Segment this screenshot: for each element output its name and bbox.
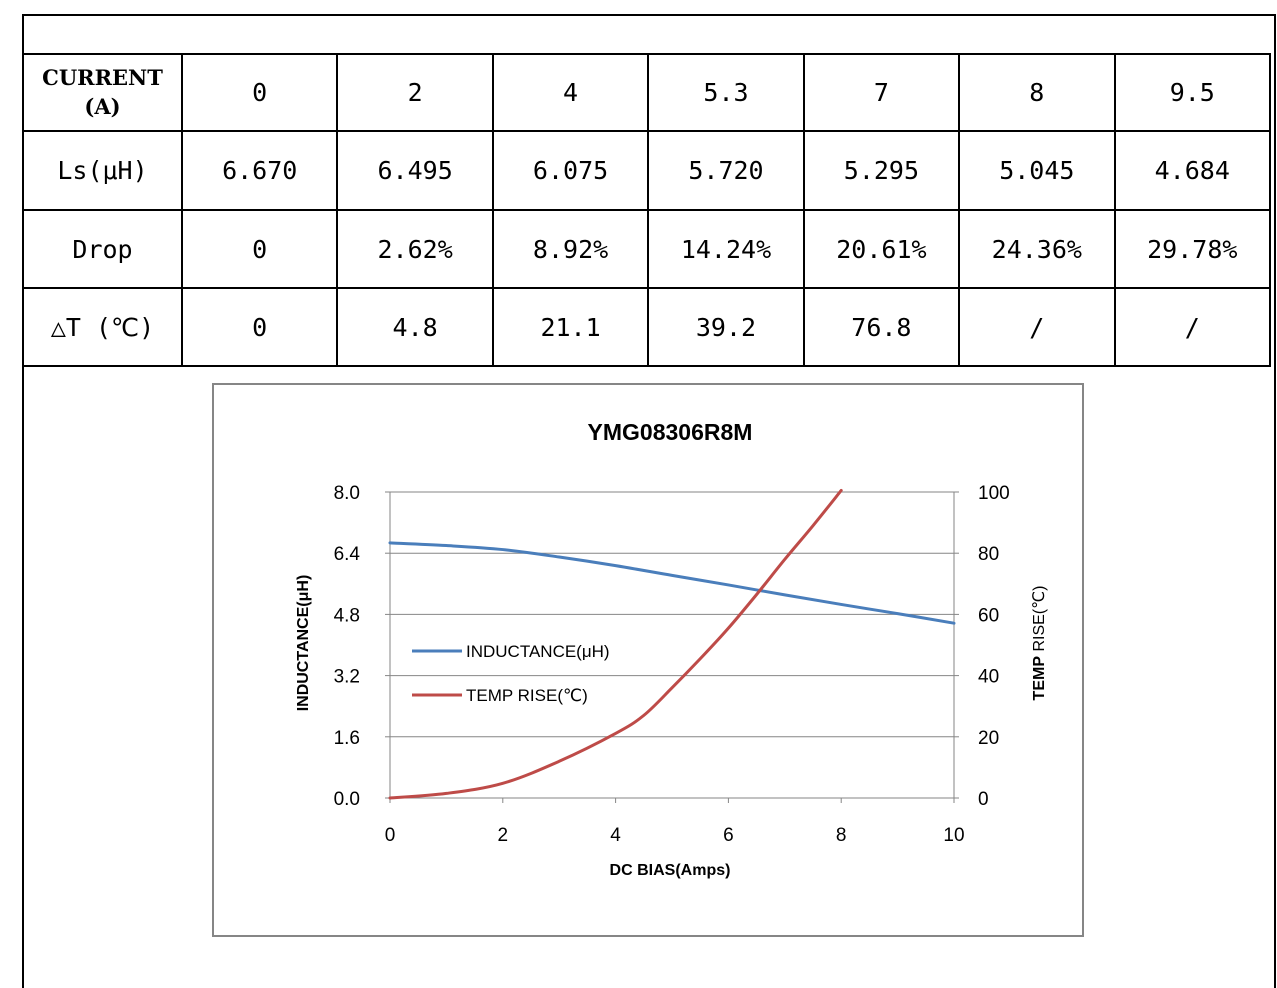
y-tick-label: 1.6 — [334, 728, 360, 749]
table-row: Drop 0 2.62% 8.92% 14.24% 20.61% 24.36% 29.78% — [22, 209, 1272, 289]
chart-svg: YMG08306R8M 0.01.63.24.86.48.00204060801… — [295, 419, 1048, 879]
x-tick-label: 0 — [385, 825, 396, 846]
x-tick-label: 2 — [498, 825, 509, 846]
table-cell: 9.5 — [1113, 53, 1272, 132]
row-label: CURRENT (A) — [22, 53, 183, 132]
legend-label: INDUCTANCE(μH) — [466, 642, 610, 661]
y-axis-label: INDUCTANCE(μH) — [295, 575, 312, 712]
x-tick-label: 6 — [723, 825, 734, 846]
x-tick-label: 8 — [836, 825, 847, 846]
table-cell: 76.8 — [802, 287, 961, 367]
table-cell: 8 — [958, 53, 1116, 132]
row-label: Ls(μH) — [22, 130, 183, 211]
y-tick-label: 3.2 — [334, 667, 360, 688]
table-cell: 0 — [180, 53, 339, 132]
table-cell: 0 — [180, 287, 339, 367]
table-cell: 5.295 — [802, 130, 961, 211]
y2-tick-label: 80 — [978, 544, 999, 565]
table-cell: 5.3 — [647, 53, 805, 132]
table-cell: 39.2 — [647, 287, 805, 367]
table-cell: 5.045 — [958, 130, 1116, 211]
table-cell: 6.495 — [336, 130, 494, 211]
chart-title: YMG08306R8M — [588, 419, 753, 445]
temp-rise-series-line — [388, 488, 843, 800]
y2-tick-label: 20 — [978, 728, 999, 749]
data-table: CURRENT (A) 0 2 4 5.3 7 8 9.5 Ls(μH) 6.670 6.495 6.… — [22, 53, 1272, 367]
y2-axis-label: TEMP RISE(℃) — [1031, 586, 1048, 701]
row-label: △T (℃) — [22, 287, 183, 367]
table-cell: 14.24% — [647, 209, 805, 289]
table-cell: 21.1 — [491, 287, 650, 367]
legend-label: TEMP RISE(℃) — [466, 686, 588, 705]
y-tick-label: 4.8 — [334, 605, 360, 626]
table-cell: 29.78% — [1113, 209, 1272, 289]
y2-tick-label: 60 — [978, 605, 999, 626]
table-cell: 4.8 — [336, 287, 494, 367]
table-row: △T (℃) 0 4.8 21.1 39.2 76.8// — [22, 287, 1272, 367]
table-cell: 6.670 — [180, 130, 339, 211]
table-cell: 5.720 — [647, 130, 805, 211]
y-tick-label: 0.0 — [334, 789, 360, 810]
table-row: CURRENT (A) 0 2 4 5.3 7 8 9.5 — [22, 53, 1272, 132]
table-cell: 4 — [491, 53, 650, 132]
chart-area: YMG08306R8M 0.0 1.6 3.2 4.8 6.4 8.0 0 20 40 60 80 1… — [212, 383, 1084, 937]
x-tick-label: 4 — [610, 825, 621, 846]
table-cell: 8.92% — [491, 209, 650, 289]
table-cell: 2.62% — [336, 209, 494, 289]
y-tick-label: 8.0 — [334, 483, 360, 504]
y-tick-label: 6.4 — [334, 544, 361, 565]
y2-tick-label: 100 — [978, 483, 1010, 504]
x-tick-label: 10 — [943, 825, 964, 846]
table-cell: 7 — [802, 53, 961, 132]
table-cell: 6.075 — [491, 130, 650, 211]
table-row: Ls(μH) 6.670 6.495 6.075 5.720 5.295 5.045 4.68… — [22, 130, 1272, 211]
y2-axis-label-rest: RISE(℃) — [1031, 586, 1048, 656]
table-cell: 24.36% — [958, 209, 1116, 289]
table-cell: / — [1113, 287, 1272, 367]
row-label: Drop — [22, 209, 183, 289]
y2-tick-label: 40 — [978, 667, 999, 688]
y2-axis-label-bold: TEMP — [1031, 656, 1048, 701]
y2-tick-label: 0 — [978, 789, 989, 810]
table-cell: / — [958, 287, 1116, 367]
table-cell: 0 — [180, 209, 339, 289]
page-frame — [22, 14, 1276, 988]
inductance-series-line — [388, 541, 956, 625]
table-cell: 2 — [336, 53, 494, 132]
table-cell: 4.684 — [1113, 130, 1272, 211]
x-axis-label: DC BIAS(Amps) — [610, 862, 731, 879]
table-cell: 20.61% — [802, 209, 961, 289]
